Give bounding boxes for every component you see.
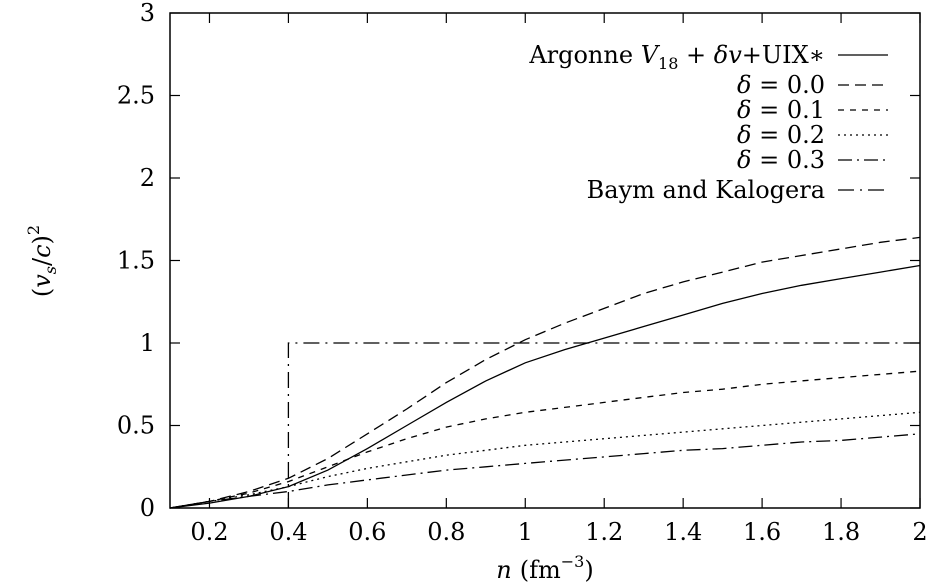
y-tick-labels: 0 0.5 1 1.5 2 2.5 3 bbox=[117, 0, 155, 522]
series-line-1 bbox=[169, 236, 921, 509]
series-line-4 bbox=[169, 433, 921, 509]
x-tick-label: 2 bbox=[912, 518, 927, 546]
legend-label-0: Argonne V18 + δv+UIX∗ bbox=[528, 41, 825, 73]
legend-label-1: δ = 0.0 bbox=[737, 71, 825, 99]
y-tick-label: 3 bbox=[140, 0, 155, 27]
legend-label-2: δ = 0.1 bbox=[737, 96, 825, 124]
y-tick-label: 1.5 bbox=[117, 247, 155, 275]
series-line-2 bbox=[169, 370, 921, 509]
x-axis-title: n (fm−3) bbox=[496, 552, 593, 584]
series-line-3 bbox=[169, 411, 921, 509]
x-tick-labels: 0.2 0.4 0.6 0.8 1 1.2 1.4 1.6 1.8 2 bbox=[190, 518, 927, 546]
y-tick-label: 2.5 bbox=[117, 82, 155, 110]
y-tick-label: 1 bbox=[140, 329, 155, 357]
y-tick-label: 0 bbox=[140, 494, 155, 522]
y-tick-label: 2 bbox=[140, 164, 155, 192]
legend-label-3: δ = 0.2 bbox=[737, 121, 825, 149]
legend: Argonne V18 + δv+UIX∗δ = 0.0δ = 0.1δ = 0… bbox=[528, 41, 888, 204]
x-tick-label: 0.8 bbox=[427, 518, 465, 546]
x-tick-label: 0.6 bbox=[348, 518, 386, 546]
y-axis-title: (vs/c)2 bbox=[24, 225, 60, 297]
x-tick-label: 0.2 bbox=[190, 518, 228, 546]
x-tick-label: 1.6 bbox=[743, 518, 781, 546]
x-tick-label: 1.2 bbox=[585, 518, 623, 546]
series-line-0 bbox=[169, 264, 921, 509]
y-tick-label: 0.5 bbox=[117, 412, 155, 440]
x-tick-label: 1.8 bbox=[822, 518, 860, 546]
legend-label-4: δ = 0.3 bbox=[737, 146, 825, 174]
x-tick-label: 1.4 bbox=[664, 518, 702, 546]
series-line-5 bbox=[287, 342, 920, 508]
legend-label-5: Baym and Kalogera bbox=[587, 176, 825, 204]
x-tick-label: 0.4 bbox=[269, 518, 307, 546]
axis-ticks bbox=[170, 12, 921, 509]
series-lines bbox=[169, 236, 921, 509]
x-tick-label: 1 bbox=[518, 518, 533, 546]
